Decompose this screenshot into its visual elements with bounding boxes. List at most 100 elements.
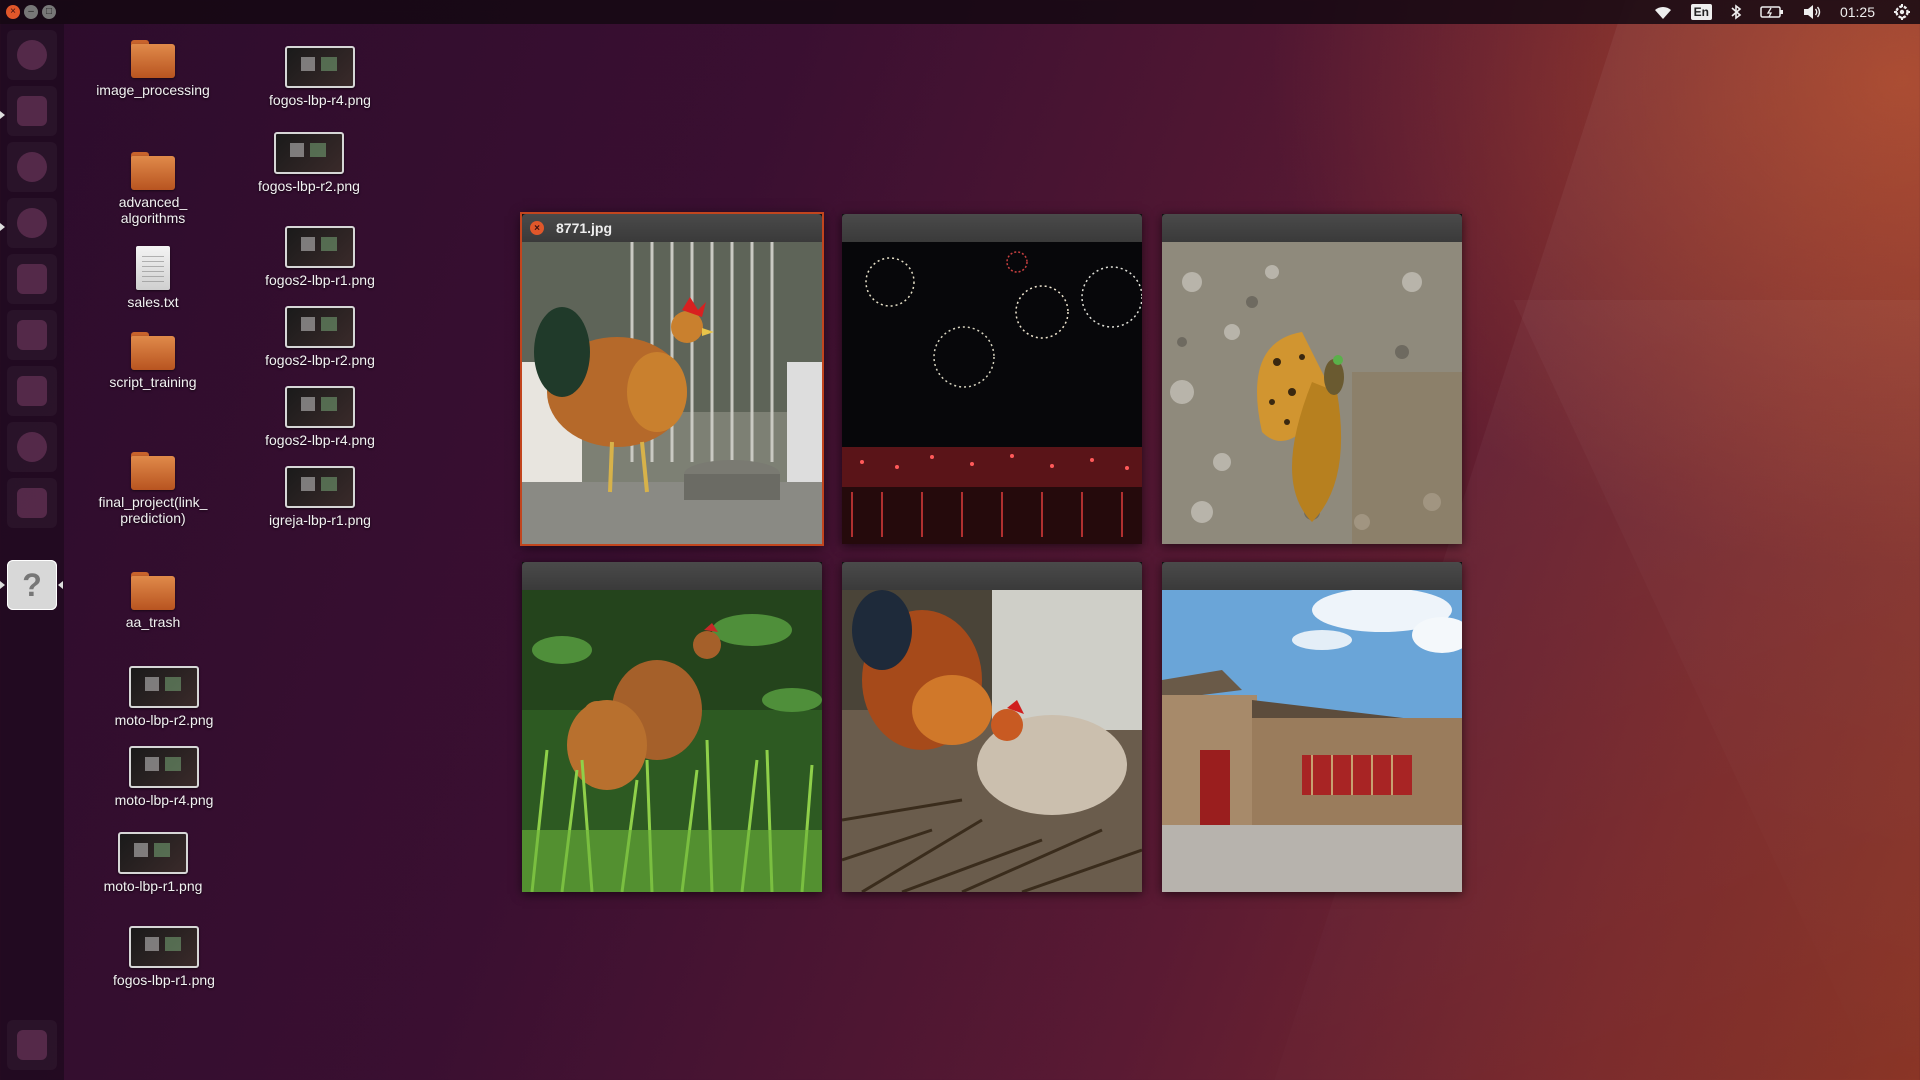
image-thumbnail-icon bbox=[274, 132, 344, 174]
clock[interactable]: 01:25 bbox=[1839, 4, 1875, 20]
desktop-folder-image-processing[interactable]: image_processing bbox=[78, 40, 228, 98]
running-indicator-icon bbox=[0, 111, 5, 119]
spread-window-rooster[interactable]: × 8771.jpg bbox=[522, 214, 822, 544]
desktop-icon-label: moto-lbp-r2.png bbox=[114, 712, 214, 728]
download-glyph-icon bbox=[17, 488, 47, 518]
desktop-icon-label: image_processing bbox=[96, 82, 210, 98]
volume-icon[interactable] bbox=[1802, 4, 1822, 20]
focused-indicator-icon bbox=[58, 581, 63, 589]
battery-icon[interactable] bbox=[1760, 5, 1784, 19]
wifi-icon[interactable] bbox=[1653, 4, 1673, 20]
hens-in-grass-photo bbox=[522, 590, 822, 892]
image-thumbnail-icon bbox=[118, 832, 188, 874]
desktop-icon-label: advanced_ algorithms bbox=[118, 194, 188, 226]
chinese-temple-street-photo bbox=[1162, 590, 1462, 892]
drive-icon[interactable] bbox=[7, 310, 57, 360]
wallpaper-stripe bbox=[1513, 300, 1920, 1080]
image-thumbnail-icon bbox=[129, 746, 199, 788]
desktop-folder-advanced-algorithms[interactable]: advanced_ algorithms bbox=[78, 152, 228, 226]
gear-icon bbox=[17, 432, 47, 462]
window-titlebar bbox=[1162, 214, 1462, 242]
desktop-file-fogos2-lbp-r1[interactable]: fogos2-lbp-r1.png bbox=[245, 226, 395, 288]
folder-icon bbox=[131, 572, 175, 610]
drive-glyph-icon bbox=[17, 320, 47, 350]
desktop-file-fogos-lbp-r4[interactable]: fogos-lbp-r4.png bbox=[245, 46, 395, 108]
trash-icon[interactable] bbox=[7, 1020, 57, 1070]
ubuntu-logo-icon bbox=[17, 40, 47, 70]
desktop-file-fogos2-lbp-r2[interactable]: fogos2-lbp-r2.png bbox=[245, 306, 395, 368]
spread-window-temple[interactable] bbox=[1162, 562, 1462, 892]
system-settings-icon[interactable] bbox=[7, 422, 57, 472]
desktop-file-moto-lbp-r1[interactable]: moto-lbp-r1.png bbox=[78, 832, 228, 894]
desktop-folder-final-project[interactable]: final_project(link_ prediction) bbox=[78, 452, 228, 526]
image-thumbnail-icon bbox=[285, 466, 355, 508]
close-icon[interactable]: × bbox=[530, 221, 544, 235]
rooster-pecking-photo bbox=[842, 590, 1142, 892]
desktop-file-moto-lbp-r4[interactable]: moto-lbp-r4.png bbox=[89, 746, 239, 808]
files-glyph-icon bbox=[17, 96, 47, 126]
desktop-icon-label: fogos-lbp-r2.png bbox=[258, 178, 360, 194]
spread-window-hens[interactable] bbox=[522, 562, 822, 892]
settings-gear-icon[interactable] bbox=[1893, 3, 1911, 21]
window-titlebar bbox=[842, 214, 1142, 242]
libreoffice-icon[interactable] bbox=[7, 254, 57, 304]
keyboard-layout-icon[interactable]: En bbox=[1690, 4, 1712, 20]
image-viewer-icon[interactable]: ? bbox=[7, 560, 57, 610]
desktop-file-moto-lbp-r2[interactable]: moto-lbp-r2.png bbox=[89, 666, 239, 728]
question-mark-icon: ? bbox=[22, 566, 42, 603]
folder-icon bbox=[131, 152, 175, 190]
desktop-file-sales-txt[interactable]: sales.txt bbox=[78, 246, 228, 310]
desktop-icon-label: igreja-lbp-r1.png bbox=[269, 512, 371, 528]
window-close-button[interactable]: × bbox=[6, 5, 20, 19]
desktop-icon-label: fogos-lbp-r4.png bbox=[269, 92, 371, 108]
bluetooth-icon[interactable] bbox=[1730, 4, 1742, 20]
desktop-icon-label: script_training bbox=[109, 374, 197, 390]
firefox-glyph-icon bbox=[17, 208, 47, 238]
desktop-icon-label: fogos2-lbp-r1.png bbox=[265, 272, 375, 288]
desktop-file-fogos2-lbp-r4[interactable]: fogos2-lbp-r4.png bbox=[245, 386, 395, 448]
desktop-icon-label: final_project(link_ prediction) bbox=[98, 494, 208, 526]
window-maximize-button[interactable]: □ bbox=[42, 5, 56, 19]
desktop-folder-aa-trash[interactable]: aa_trash bbox=[78, 572, 228, 630]
image-thumbnail-icon bbox=[285, 386, 355, 428]
indicator-area: En 01:25 bbox=[1644, 0, 1920, 24]
folder-icon bbox=[131, 332, 175, 370]
image-thumbnail-icon bbox=[129, 666, 199, 708]
desktop-file-igreja-lbp-r1[interactable]: igreja-lbp-r1.png bbox=[245, 466, 395, 528]
spread-window-rooster-pecking[interactable] bbox=[842, 562, 1142, 892]
desktop-file-fogos-lbp-r1[interactable]: fogos-lbp-r1.png bbox=[89, 926, 239, 988]
desktop-icon-label: fogos-lbp-r1.png bbox=[113, 972, 215, 988]
spread-window-fireworks[interactable] bbox=[842, 214, 1142, 544]
files-icon[interactable] bbox=[7, 86, 57, 136]
running-indicator-icon bbox=[0, 581, 5, 589]
desktop-icon-label: fogos2-lbp-r4.png bbox=[265, 432, 375, 448]
drive-icon[interactable] bbox=[7, 366, 57, 416]
window-titlebar: × 8771.jpg bbox=[522, 214, 822, 242]
fireworks-over-water-photo bbox=[842, 242, 1142, 544]
window-titlebar bbox=[842, 562, 1142, 590]
dash-home-icon[interactable] bbox=[7, 30, 57, 80]
rooster-by-cage-photo bbox=[522, 242, 822, 544]
desktop-icon-label: sales.txt bbox=[127, 294, 179, 310]
desktop-icon-label: moto-lbp-r4.png bbox=[114, 792, 214, 808]
libreoffice-glyph-icon bbox=[17, 264, 47, 294]
folder-icon bbox=[131, 452, 175, 490]
firefox-icon[interactable] bbox=[7, 198, 57, 248]
downloads-icon[interactable] bbox=[7, 478, 57, 528]
desktop-icon-label: moto-lbp-r1.png bbox=[103, 878, 203, 894]
window-title: 8771.jpg bbox=[556, 220, 613, 236]
launcher: ? bbox=[0, 24, 64, 1080]
chromium-glyph-icon bbox=[17, 152, 47, 182]
chromium-icon[interactable] bbox=[7, 142, 57, 192]
drive-glyph-icon bbox=[17, 376, 47, 406]
spread-window-butterfly[interactable] bbox=[1162, 214, 1462, 544]
window-minimize-button[interactable]: – bbox=[24, 5, 38, 19]
desktop-file-fogos-lbp-r2[interactable]: fogos-lbp-r2.png bbox=[234, 132, 384, 194]
text-file-icon bbox=[136, 246, 170, 290]
image-thumbnail-icon bbox=[285, 46, 355, 88]
top-panel: × – □ En 01:25 bbox=[0, 0, 1920, 24]
desktop-folder-script-training[interactable]: script_training bbox=[78, 332, 228, 390]
running-indicator-icon bbox=[0, 223, 5, 231]
butterfly-on-gravel-photo bbox=[1162, 242, 1462, 544]
image-thumbnail-icon bbox=[285, 306, 355, 348]
